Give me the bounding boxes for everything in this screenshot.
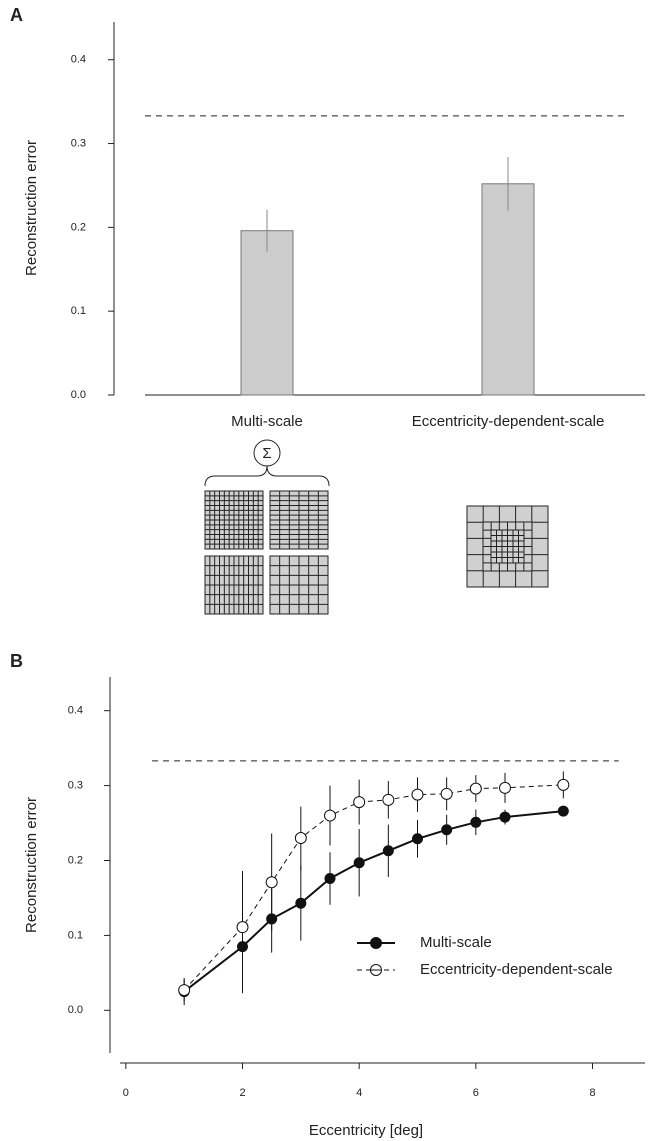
y-tick-label: 0.1 (71, 305, 86, 317)
point (557, 778, 570, 791)
bar (240, 230, 294, 396)
panel-label: A (10, 5, 23, 25)
y-tick-label: 0.0 (68, 1004, 83, 1016)
x-axis-label: Eccentricity [deg] (309, 1122, 423, 1139)
y-tick-label: 0.3 (71, 137, 86, 149)
point (236, 921, 249, 934)
scale-diagrams: Σ (204, 439, 549, 615)
y-axis-label: Reconstruction error (23, 797, 40, 933)
point (295, 897, 307, 909)
point (353, 796, 366, 809)
point (178, 984, 191, 997)
point (324, 809, 336, 822)
brace (204, 465, 330, 487)
point (440, 787, 453, 800)
y-tick-label: 0.1 (68, 929, 83, 941)
point (382, 793, 395, 806)
point (324, 872, 336, 884)
point (469, 782, 482, 795)
point (470, 816, 482, 828)
point (412, 833, 423, 845)
bar (481, 183, 535, 396)
point (499, 811, 511, 823)
y-tick-label: 0.4 (71, 54, 86, 66)
y-tick-label: 0.3 (68, 780, 83, 792)
y-tick-label: 0.0 (71, 389, 86, 401)
x-tick-label: Multi-scale (231, 413, 303, 430)
x-tick-label: 0 (123, 1087, 129, 1099)
x-tick-label: 8 (589, 1087, 595, 1099)
legend-label: Multi-scale (420, 934, 492, 951)
point (441, 824, 453, 836)
y-tick-label: 0.4 (68, 705, 83, 717)
sum-symbol: Σ (262, 445, 271, 462)
y-tick-label: 0.2 (71, 221, 86, 233)
legend-marker (370, 937, 382, 949)
series-line (183, 784, 564, 991)
panel-label: B (10, 651, 23, 671)
y-axis-label: Reconstruction error (23, 140, 40, 276)
point (411, 788, 424, 801)
point (499, 781, 511, 794)
point (294, 832, 307, 845)
x-tick-label: 2 (239, 1087, 245, 1099)
x-tick-label: 6 (473, 1087, 479, 1099)
y-tick-label: 0.2 (68, 854, 83, 866)
legend-label: Eccentricity-dependent-scale (420, 961, 613, 978)
x-tick-label: Eccentricity-dependent-scale (412, 413, 605, 430)
point (557, 805, 569, 817)
point (265, 876, 278, 889)
point (353, 857, 365, 869)
point (382, 845, 394, 857)
x-tick-label: 4 (356, 1087, 362, 1099)
